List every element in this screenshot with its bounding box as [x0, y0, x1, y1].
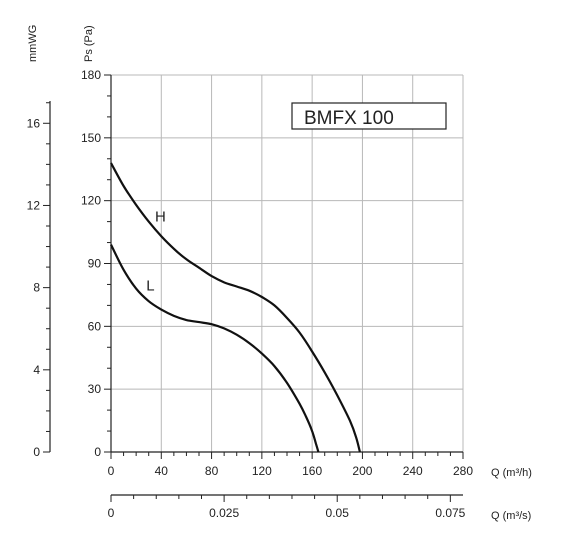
model-label: BMFX 100	[304, 108, 394, 129]
series-l-label: L	[146, 278, 154, 295]
q-tick-label: 0.025	[209, 506, 239, 520]
q-tick-label: 0.075	[435, 506, 465, 520]
secondary-x-axis-title: Q (m³/s)	[491, 510, 531, 522]
x-tick-label: 200	[352, 464, 372, 478]
x-tick-label: 160	[302, 464, 322, 478]
y-tick-label: 120	[81, 194, 101, 208]
q-tick-label: 0	[108, 506, 115, 520]
x-tick-label: 0	[108, 464, 115, 478]
grid	[111, 74, 464, 452]
series-h-label: H	[155, 209, 166, 226]
x-tick-label: 240	[403, 464, 423, 478]
x-tick-label: 40	[155, 464, 169, 478]
model-label-box	[291, 102, 447, 130]
y-tick-label: 150	[81, 131, 101, 145]
y-tick-label: 30	[88, 382, 102, 396]
mmwg-tick-label: 4	[33, 363, 40, 377]
x-tick-label: 80	[205, 464, 219, 478]
tick-marks	[43, 74, 464, 502]
y-tick-label: 0	[94, 445, 101, 459]
x-tick-label: 280	[453, 464, 473, 478]
left-axis-title: Ps (Pa)	[83, 25, 95, 62]
secondary-left-axis-title: mmWG	[27, 25, 39, 62]
mmwg-tick-label: 8	[33, 281, 40, 295]
y-tick-label: 90	[88, 257, 102, 271]
series-l-line	[110, 244, 320, 453]
mmwg-tick-label: 0	[33, 445, 40, 459]
mmwg-tick-label: 16	[27, 116, 41, 130]
x-tick-label: 120	[252, 464, 272, 478]
mmwg-tick-label: 12	[27, 198, 41, 212]
series-h-line	[110, 162, 361, 453]
q-tick-label: 0.05	[326, 506, 350, 520]
series: HL	[110, 162, 361, 453]
y-tick-label: 180	[81, 68, 101, 82]
x-axis-title: Q (m³/h)	[491, 467, 532, 479]
y-tick-label: 60	[88, 319, 102, 333]
